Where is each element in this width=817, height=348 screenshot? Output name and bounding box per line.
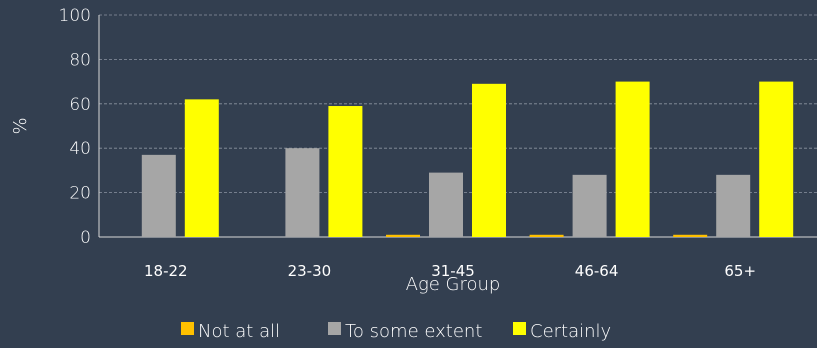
legend-swatch [181, 322, 194, 335]
y-tick-label: 100 [59, 6, 91, 26]
bar-certainly [615, 81, 650, 237]
x-tick-label: 65+ [724, 262, 756, 280]
bar-not-at-all [529, 234, 564, 237]
x-tick-label: 18-22 [144, 262, 188, 280]
bar-to-some-extent [141, 154, 176, 237]
y-tick-label: 40 [69, 139, 91, 159]
legend-item: To some extent [328, 321, 482, 342]
y-axis-ticks: 0 20 40 60 80 100 [59, 6, 91, 248]
bar-to-some-extent [429, 172, 463, 237]
bar-to-some-extent [716, 174, 751, 237]
bar-not-at-all [673, 234, 708, 237]
legend-label: Not at all [198, 321, 280, 342]
bar-certainly [759, 81, 794, 237]
y-tick-label: 60 [69, 95, 91, 115]
legend-label: Certainly [530, 321, 611, 342]
x-tick-label: 46-64 [575, 262, 619, 280]
x-axis-ticks: 18-22 23-30 31-45 46-64 65+ [144, 262, 756, 280]
legend: Not at all To some extent Certainly [181, 321, 611, 342]
legend-label: To some extent [345, 321, 482, 342]
bar-to-some-extent [285, 148, 320, 237]
x-tick-label: 31-45 [431, 262, 475, 280]
legend-item: Certainly [513, 321, 611, 342]
x-axis-title: Age Group [406, 274, 501, 295]
bar-certainly [184, 99, 219, 237]
y-tick-label: 20 [69, 184, 91, 204]
bar-certainly [472, 83, 506, 237]
x-tick-label: 23-30 [288, 262, 332, 280]
bars [141, 81, 794, 238]
legend-item: Not at all [181, 321, 280, 342]
bar-certainly [328, 106, 363, 238]
bar-not-at-all [386, 234, 420, 237]
legend-swatch [513, 322, 526, 335]
y-tick-label: 80 [69, 50, 91, 70]
y-axis-title: % [10, 117, 31, 134]
y-tick-label: 0 [80, 228, 91, 248]
bar-to-some-extent [572, 174, 607, 237]
legend-swatch [328, 322, 341, 335]
